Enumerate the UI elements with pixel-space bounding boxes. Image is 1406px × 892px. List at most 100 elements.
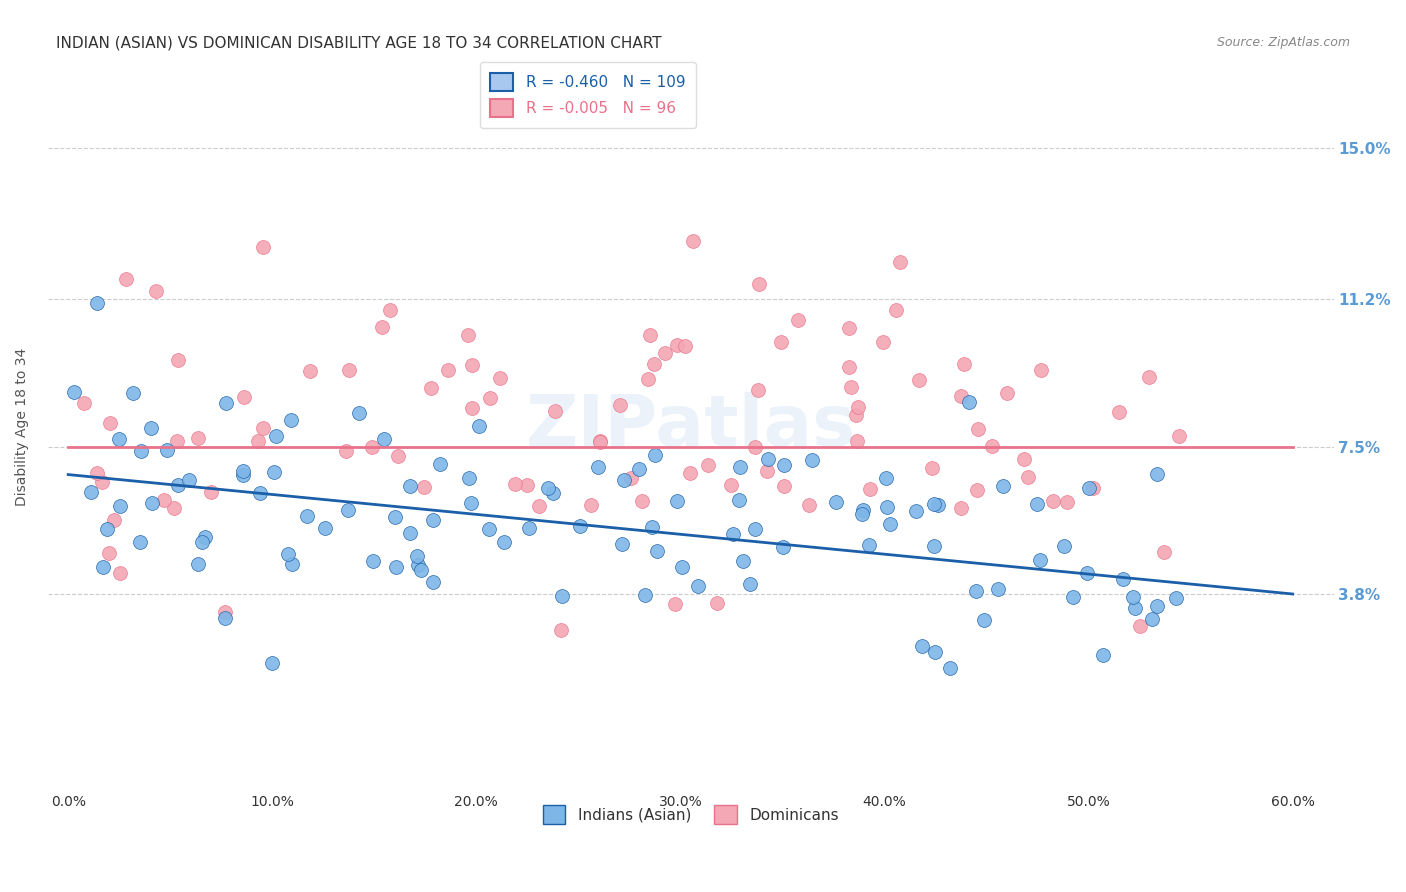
Point [1091, 648, 1114, 662]
Text: Source: ZipAtlas.com: Source: ZipAtlas.com [1216, 36, 1350, 49]
Point [666, 338, 689, 352]
Point [73, 396, 96, 410]
Point [145, 284, 167, 298]
Point [384, 510, 406, 524]
Point [141, 496, 163, 510]
Point [129, 443, 152, 458]
Point [609, 398, 631, 412]
Point [1042, 494, 1064, 508]
Point [214, 605, 236, 619]
Point [264, 429, 287, 443]
Point [927, 498, 949, 512]
Point [908, 373, 931, 387]
Point [63, 384, 86, 399]
Point [314, 521, 336, 535]
Point [825, 494, 848, 508]
Point [103, 513, 125, 527]
Point [1031, 363, 1053, 377]
Point [627, 461, 650, 475]
Point [879, 516, 901, 531]
Point [98, 416, 121, 430]
Point [756, 452, 779, 467]
Point [728, 492, 751, 507]
Point [110, 500, 132, 514]
Point [654, 346, 676, 360]
Point [744, 522, 766, 536]
Point [859, 482, 882, 496]
Point [637, 372, 659, 386]
Point [1146, 467, 1168, 481]
Point [156, 442, 179, 457]
Point [489, 371, 512, 385]
Point [153, 492, 176, 507]
Point [122, 386, 145, 401]
Point [544, 404, 567, 418]
Point [422, 575, 444, 590]
Point [688, 579, 710, 593]
Point [579, 498, 602, 512]
Point [141, 421, 163, 435]
Point [922, 539, 945, 553]
Point [634, 588, 657, 602]
Point [911, 640, 934, 654]
Point [277, 547, 299, 561]
Point [800, 452, 823, 467]
Point [666, 494, 689, 508]
Point [1112, 572, 1135, 586]
Point [1168, 429, 1191, 443]
Point [91, 475, 114, 489]
Point [373, 432, 395, 446]
Point [876, 500, 898, 514]
Point [128, 534, 150, 549]
Point [477, 522, 499, 536]
Point [460, 401, 482, 415]
Point [194, 530, 217, 544]
Point [166, 478, 188, 492]
Point [280, 413, 302, 427]
Point [1140, 612, 1163, 626]
Point [1146, 599, 1168, 613]
Point [966, 483, 988, 497]
Point [200, 485, 222, 500]
Point [995, 386, 1018, 401]
Legend: Indians (Asian), Dominicans: Indians (Asian), Dominicans [531, 795, 849, 835]
Point [612, 537, 634, 551]
Point [422, 514, 444, 528]
Point [299, 364, 322, 378]
Point [1122, 590, 1144, 604]
Point [852, 503, 875, 517]
Point [889, 255, 911, 269]
Text: INDIAN (ASIAN) VS DOMINICAN DISABILITY AGE 18 TO 34 CORRELATION CHART: INDIAN (ASIAN) VS DOMINICAN DISABILITY A… [56, 36, 662, 51]
Point [86, 295, 108, 310]
Point [799, 498, 821, 512]
Point [80, 485, 103, 500]
Point [1026, 497, 1049, 511]
Point [96, 522, 118, 536]
Point [281, 558, 304, 572]
Point [721, 526, 744, 541]
Point [643, 357, 665, 371]
Point [905, 504, 928, 518]
Point [295, 509, 318, 524]
Point [337, 503, 360, 517]
Point [115, 271, 138, 285]
Point [516, 477, 538, 491]
Point [1137, 370, 1160, 384]
Point [537, 481, 560, 495]
Point [166, 434, 188, 448]
Point [505, 477, 527, 491]
Point [361, 440, 384, 454]
Point [748, 277, 770, 291]
Point [671, 559, 693, 574]
Point [179, 473, 201, 487]
Point [949, 501, 972, 516]
Point [613, 473, 636, 487]
Point [786, 312, 808, 326]
Point [419, 381, 441, 395]
Point [638, 327, 661, 342]
Point [886, 302, 908, 317]
Point [1123, 600, 1146, 615]
Point [461, 358, 484, 372]
Point [429, 457, 451, 471]
Point [347, 406, 370, 420]
